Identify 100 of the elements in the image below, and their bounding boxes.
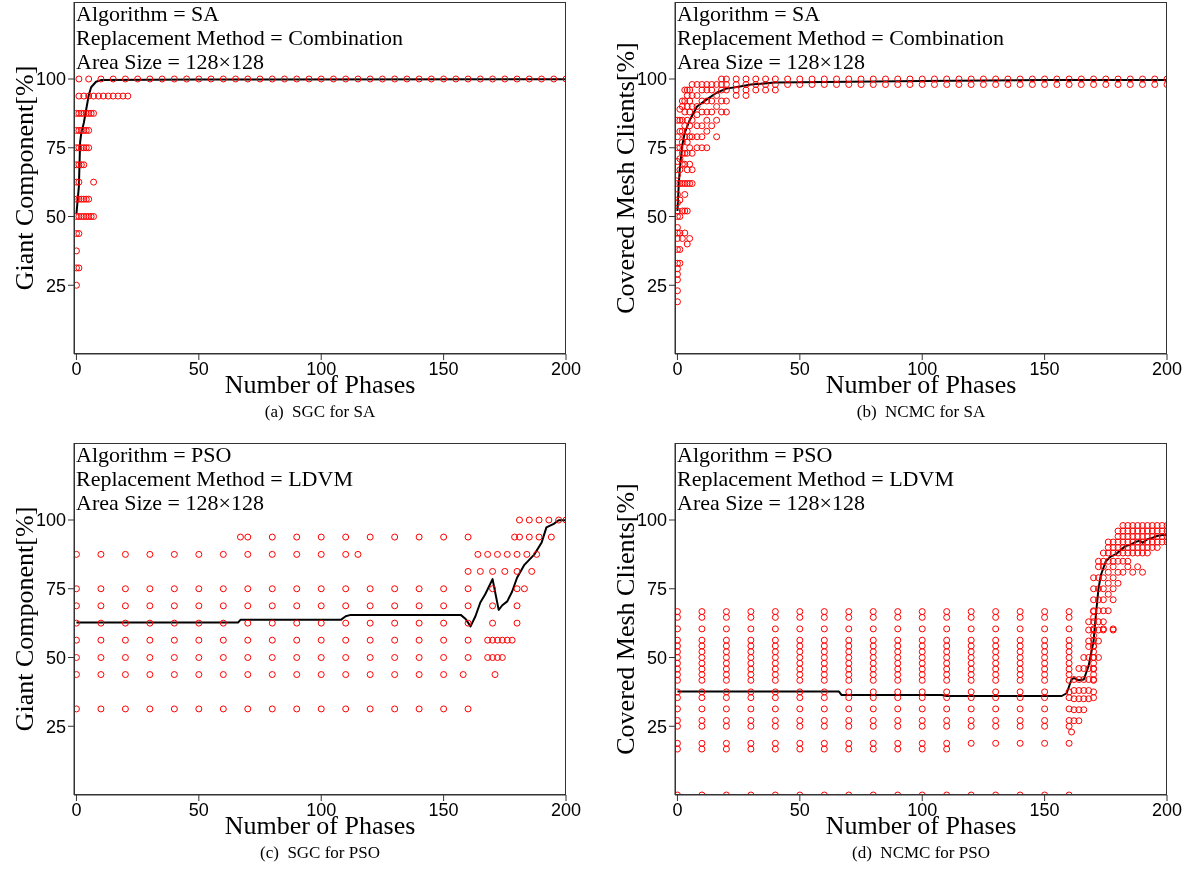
- point: [74, 705, 80, 713]
- point: [146, 705, 154, 713]
- annotation: Replacement Method = LDVM: [76, 466, 353, 491]
- point: [391, 671, 399, 679]
- point: [698, 86, 706, 94]
- point: [820, 75, 828, 83]
- point: [943, 654, 951, 661]
- point: [1119, 557, 1127, 565]
- point: [820, 648, 828, 656]
- text: (c) SGC for PSO: [259, 843, 381, 863]
- point: [882, 75, 890, 83]
- y-tick-label: 50: [45, 206, 66, 227]
- point: [918, 625, 926, 633]
- point: [762, 81, 770, 88]
- point: [1090, 648, 1098, 656]
- point: [1099, 618, 1107, 626]
- point: [820, 745, 828, 753]
- point: [489, 654, 497, 661]
- point: [1134, 544, 1142, 551]
- point: [693, 144, 701, 152]
- point: [967, 608, 975, 616]
- point: [170, 636, 178, 644]
- point: [1139, 538, 1147, 546]
- point: [732, 81, 740, 88]
- point: [1065, 659, 1073, 667]
- point: [678, 103, 686, 110]
- point: [771, 642, 779, 650]
- point: [244, 550, 252, 558]
- point: [80, 92, 88, 100]
- point: [513, 585, 521, 593]
- point: [681, 133, 689, 141]
- point: [894, 676, 902, 684]
- y-tick-label: 25: [646, 716, 667, 737]
- y-tick-label: 50: [45, 647, 66, 668]
- point: [967, 642, 975, 650]
- point: [943, 625, 951, 633]
- point: [992, 654, 1000, 661]
- point: [195, 602, 203, 610]
- point: [1085, 676, 1093, 683]
- point: [681, 160, 689, 168]
- point: [688, 149, 696, 157]
- point: [796, 688, 804, 696]
- point: [440, 75, 448, 83]
- point: [547, 533, 555, 541]
- point: [752, 86, 760, 94]
- point: [845, 716, 853, 724]
- point: [317, 619, 325, 627]
- point: [703, 81, 711, 88]
- point: [708, 86, 716, 94]
- point: [366, 705, 374, 713]
- point: [1114, 538, 1122, 546]
- point: [894, 665, 902, 673]
- point: [1104, 579, 1112, 587]
- point: [281, 75, 289, 83]
- point: [698, 716, 706, 724]
- point: [1070, 687, 1078, 694]
- point: [219, 619, 227, 627]
- point: [1065, 648, 1073, 656]
- point: [1041, 676, 1049, 684]
- point: [366, 619, 374, 627]
- point: [894, 694, 902, 702]
- point: [342, 602, 350, 610]
- point: [489, 567, 497, 575]
- point: [845, 654, 853, 661]
- point: [992, 636, 1000, 644]
- point: [681, 229, 689, 237]
- point: [1158, 538, 1166, 546]
- point: [508, 636, 516, 644]
- point: [992, 705, 1000, 713]
- point: [1114, 75, 1122, 83]
- point: [967, 659, 975, 667]
- point: [1090, 75, 1098, 83]
- annotation: Algorithm = SA: [76, 1, 221, 26]
- point: [1065, 608, 1073, 616]
- point: [484, 636, 492, 644]
- point: [771, 671, 779, 679]
- point: [1102, 75, 1110, 83]
- point: [1085, 637, 1093, 645]
- point: [391, 705, 399, 713]
- point: [869, 716, 877, 724]
- point: [992, 716, 1000, 724]
- y-tick-label: 75: [646, 579, 667, 600]
- point: [366, 654, 374, 661]
- point: [1090, 671, 1098, 679]
- point: [752, 81, 760, 88]
- point: [771, 676, 779, 684]
- point: [74, 602, 80, 610]
- point: [675, 694, 681, 702]
- point: [722, 108, 730, 116]
- point: [121, 671, 129, 679]
- point: [918, 665, 926, 673]
- point: [747, 716, 755, 724]
- point: [845, 694, 853, 702]
- point: [992, 75, 1000, 83]
- point: [918, 676, 926, 684]
- point: [489, 75, 497, 83]
- point: [857, 81, 865, 88]
- x-tick-label: 50: [188, 799, 209, 820]
- point: [74, 619, 80, 627]
- point: [523, 550, 531, 558]
